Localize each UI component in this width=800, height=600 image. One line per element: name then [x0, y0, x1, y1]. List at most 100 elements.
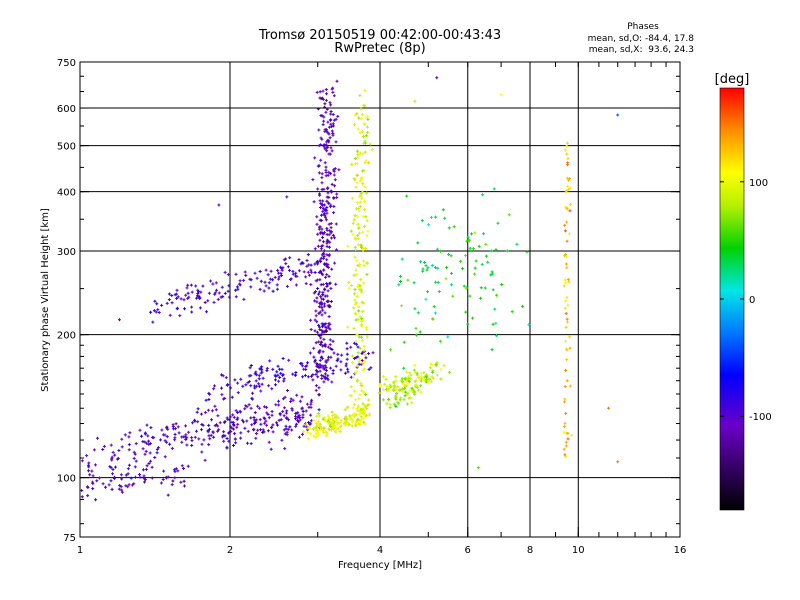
point-e-layer-trace [216, 414, 220, 418]
point-scattered-echoes [473, 266, 477, 270]
point-e-layer-trace [149, 459, 152, 463]
point-f-region-vertical-column [326, 173, 330, 177]
point-e-layer-lower-echoes [179, 480, 183, 484]
point-x-mode-band-lower [331, 426, 335, 430]
point-outlier [476, 466, 480, 470]
point-x-mode-column [364, 116, 368, 120]
point-f-region-vertical-column [323, 344, 327, 348]
point-vertical-streak-9-5-mhz [563, 397, 567, 401]
point-e-layer-trace [253, 411, 257, 415]
point-es-band-upper [262, 289, 266, 293]
point-vertical-streak-9-5-mhz [567, 280, 571, 284]
point-scattered-echoes [400, 304, 404, 308]
point-e-layer-trace [257, 406, 261, 410]
point-x-mode-column [356, 153, 360, 157]
point-intermediate-layer [254, 379, 258, 383]
point-f-region-vertical-column [318, 301, 322, 305]
point-f-region-vertical-column [314, 309, 318, 313]
point-f-region-vertical-column [319, 158, 323, 162]
point-e-layer-trace [254, 432, 258, 435]
point-x-mode-band-lower [317, 420, 321, 424]
point-f-region-vertical-column [331, 132, 335, 136]
point-es-band-upper [253, 271, 257, 275]
point-scattered-echoes [389, 348, 393, 352]
point-x-mode-column [357, 283, 361, 287]
point-es-band-upper [271, 278, 275, 282]
point-vertical-streak-9-5-mhz [564, 444, 568, 448]
point-es-band-upper [198, 296, 202, 300]
point-vertical-streak-9-5-mhz [566, 141, 569, 145]
point-f-region-vertical-column [329, 146, 333, 150]
point-intermediate-layer [278, 367, 282, 371]
point-intermediate-layer [340, 353, 344, 357]
point-f-region-vertical-column [320, 357, 324, 360]
point-es-band-upper [277, 277, 281, 281]
point-e-layer-trace [236, 422, 240, 426]
point-intermediate-layer [220, 373, 223, 377]
point-e-layer-trace [184, 438, 188, 441]
point-x-mode-column [364, 134, 368, 138]
point-e-layer-trace [150, 465, 154, 469]
point-e-layer-trace [214, 408, 218, 412]
point-scattered-echoes [431, 317, 435, 321]
point-x-mode-column [363, 161, 367, 165]
point-vertical-streak-9-5-mhz [568, 346, 572, 350]
point-e-layer-trace [185, 436, 189, 440]
point-es-band-upper [264, 268, 268, 272]
point-intermediate-layer [356, 355, 360, 359]
point-x-mode-column [363, 224, 367, 228]
point-e-layer-trace [173, 436, 177, 440]
point-vertical-streak-9-5-mhz [568, 335, 572, 339]
point-es-band-upper [227, 295, 231, 299]
point-f-region-vertical-column [323, 364, 327, 368]
point-x-mode-band-lower [357, 397, 361, 401]
point-x-mode-mid-cluster [414, 385, 417, 389]
point-x-mode-column [355, 149, 359, 153]
point-intermediate-layer [258, 384, 261, 388]
point-intermediate-layer [213, 384, 216, 388]
point-x-mode-column [353, 398, 357, 402]
point-e-layer-trace [156, 446, 160, 450]
point-x-mode-mid-cluster [382, 388, 386, 392]
point-e-layer-trace [271, 423, 275, 427]
point-e-layer-lower-echoes [80, 495, 84, 499]
point-x-mode-column [356, 200, 359, 204]
point-f-region-vertical-column [319, 202, 323, 205]
point-x-mode-mid-cluster [398, 388, 402, 392]
point-e-layer-trace [291, 398, 295, 402]
point-e-layer-trace [113, 453, 117, 457]
point-intermediate-layer [276, 364, 280, 368]
point-vertical-streak-9-5-mhz [566, 437, 570, 441]
point-x-mode-column [349, 229, 353, 233]
point-f-region-vertical-column [320, 114, 324, 118]
point-x-mode-band-lower [347, 422, 351, 426]
point-e-layer-lower-echoes [117, 487, 121, 491]
point-f-region-vertical-column [335, 192, 339, 196]
point-x-mode-mid-cluster [413, 392, 416, 396]
point-vertical-streak-9-5-mhz [564, 455, 568, 459]
point-f-region-vertical-column [327, 222, 331, 226]
point-e-layer-trace [212, 435, 216, 439]
point-x-mode-column [360, 335, 363, 339]
point-x-mode-band-lower [354, 424, 358, 428]
point-f-region-vertical-column [333, 236, 336, 240]
point-e-layer-lower-echoes [159, 481, 163, 485]
point-x-mode-band-lower [330, 410, 334, 414]
point-x-mode-mid-cluster [394, 375, 398, 379]
point-x-mode-column [362, 367, 366, 371]
point-f-region-vertical-column [325, 326, 329, 330]
point-es-band-upper [186, 283, 190, 287]
point-f-region-vertical-column [322, 366, 326, 370]
x-axis-label: Frequency [MHz] [338, 560, 422, 571]
point-intermediate-layer [336, 352, 340, 356]
point-f-region-vertical-column [327, 125, 331, 129]
point-e-layer-trace [90, 469, 94, 473]
point-es-band-upper [271, 289, 275, 293]
point-intermediate-layer [326, 358, 330, 362]
point-e-layer-lower-echoes [138, 475, 142, 479]
point-x-mode-column [356, 234, 360, 238]
point-x-mode-mid-cluster [409, 373, 413, 377]
point-es-band-upper [165, 301, 169, 305]
point-x-mode-column [362, 390, 366, 394]
point-f-region-vertical-column [315, 370, 319, 373]
